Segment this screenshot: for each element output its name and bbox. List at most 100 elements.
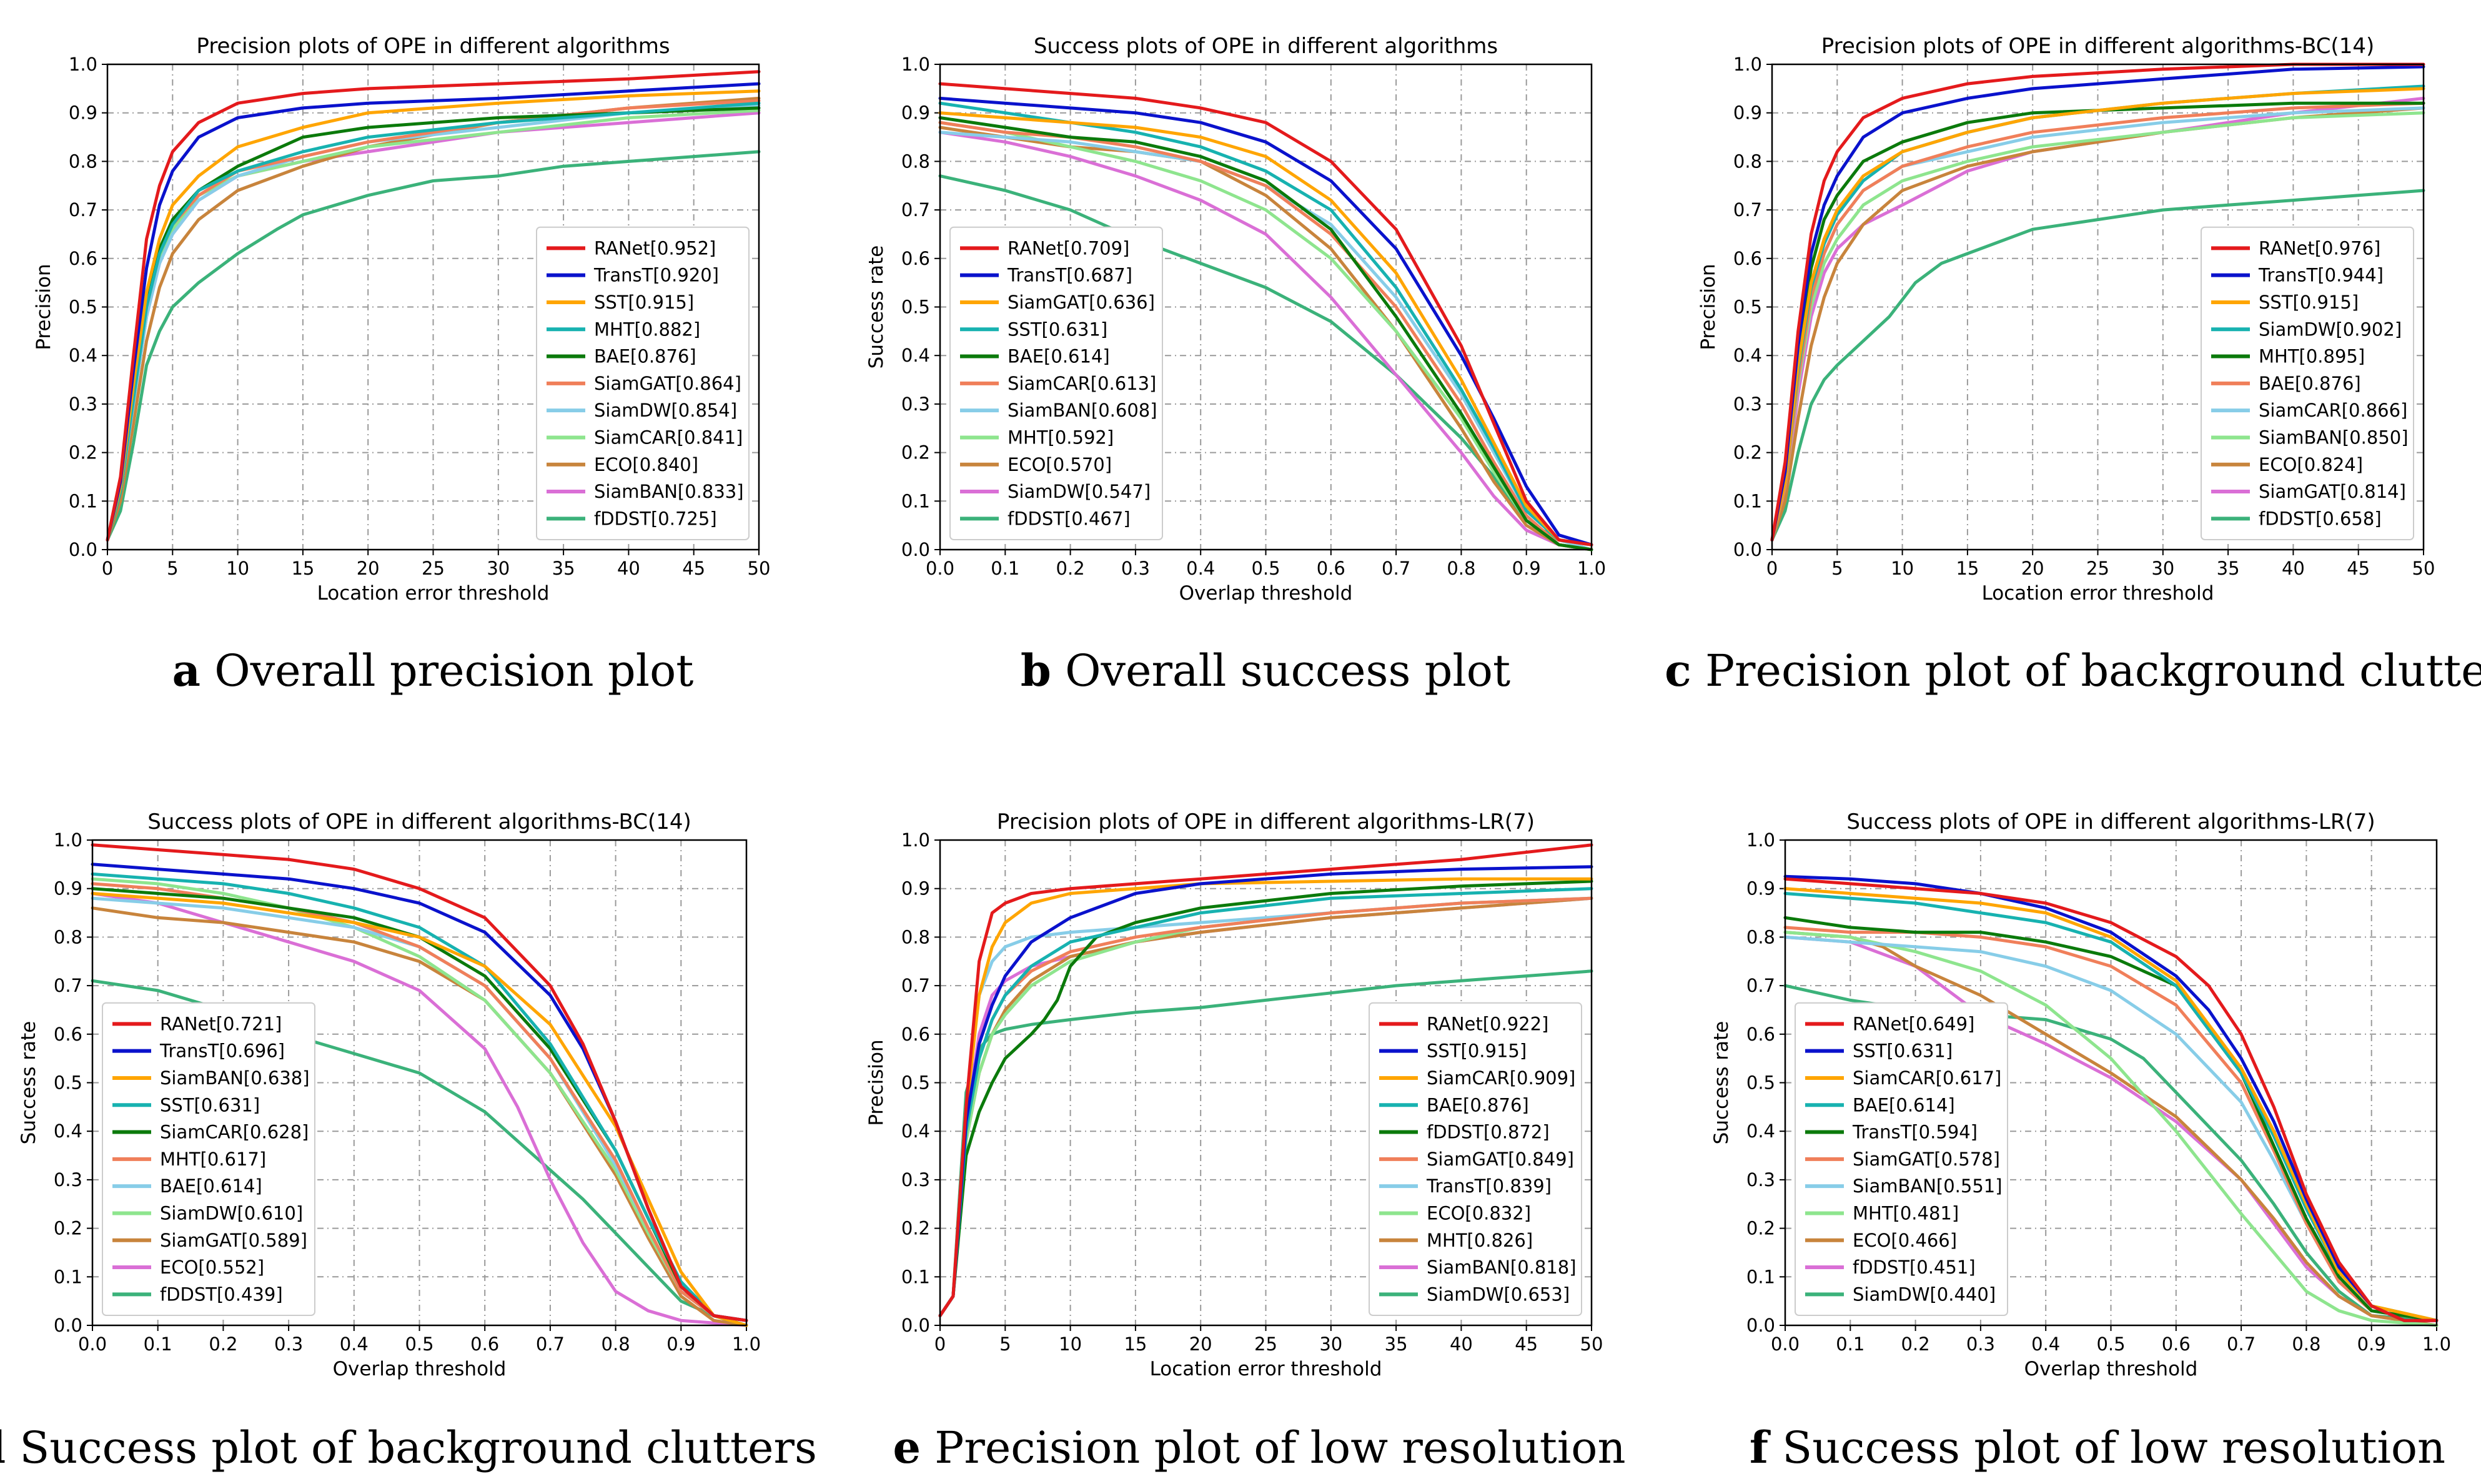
x-tick-label: 0.6 [2162, 1333, 2191, 1355]
y-tick-label: 0.0 [1746, 1315, 1775, 1336]
legend-entry: SiamGAT[0.814] [2259, 481, 2406, 502]
legend-entry: RANet[0.649] [1853, 1013, 1974, 1034]
x-axis-label: Location error threshold [1150, 1358, 1382, 1380]
chart-title: Precision plots of OPE in different algo… [997, 809, 1535, 834]
caption-text: Success plot of background clutters [6, 1422, 817, 1473]
y-tick-label: 0.8 [69, 151, 97, 172]
y-tick-label: 0.2 [901, 1218, 930, 1239]
y-tick-label: 1.0 [1746, 829, 1775, 851]
legend-entry: SiamGAT[0.589] [160, 1230, 307, 1251]
legend-entry: ECO[0.466] [1853, 1230, 1957, 1251]
y-tick-label: 0.2 [1733, 442, 1762, 463]
legend-entry: RANet[0.952] [594, 237, 716, 259]
y-tick-label: 0.5 [901, 297, 930, 318]
legend-box [2201, 226, 2414, 540]
legend-entry: SiamGAT[0.849] [1427, 1149, 1574, 1170]
chart-title: Precision plots of OPE in different algo… [1821, 34, 2374, 59]
x-tick-label: 0.8 [602, 1333, 630, 1355]
panel-caption: e Precision plot of low resolution [893, 1422, 1625, 1473]
x-tick-label: 15 [1956, 558, 1979, 579]
x-tick-label: 0.4 [340, 1333, 369, 1355]
y-tick-label: 1.0 [54, 829, 82, 851]
legend-entry: MHT[0.592] [1008, 427, 1114, 448]
series-line-ranet [91, 843, 748, 1322]
x-tick-label: 5 [1831, 558, 1843, 579]
x-tick-label: 0.2 [1056, 558, 1085, 579]
chart-title: Success plots of OPE in different algori… [1846, 809, 2375, 834]
x-tick-label: 40 [617, 558, 640, 579]
y-tick-label: 0.1 [54, 1266, 82, 1287]
series-line-fddst [106, 150, 761, 542]
legend-entry: SiamGAT[0.864] [594, 373, 741, 394]
legend-entry: BAE[0.876] [594, 346, 696, 367]
y-tick-label: 0.4 [54, 1120, 82, 1142]
y-tick-label: 0.5 [1733, 297, 1762, 318]
legend-entry: SiamBAN[0.608] [1008, 400, 1157, 421]
chart-title: Precision plots of OPE in different algo… [196, 34, 670, 59]
x-tick-label: 0.5 [1251, 558, 1280, 579]
legend-entry: TransT[0.696] [159, 1041, 285, 1062]
x-tick-label: 50 [748, 558, 771, 579]
legend-box [102, 1002, 315, 1316]
y-tick-label: 0.1 [901, 1266, 930, 1287]
panel-caption: f Success plot of low resolution [1750, 1422, 2445, 1473]
x-tick-label: 30 [2151, 558, 2174, 579]
x-tick-label: 0.0 [78, 1333, 107, 1355]
plot-frame [1784, 839, 2438, 1327]
legend-entry: TransT[0.594] [1852, 1122, 1978, 1143]
y-tick-label: 0.4 [1733, 345, 1762, 366]
legend-entry: ECO[0.840] [594, 454, 698, 475]
legend-entry: RANet[0.709] [1008, 237, 1129, 259]
y-tick-label: 0.5 [901, 1072, 930, 1094]
x-tick-label: 10 [1891, 558, 1914, 579]
legend-entry: SiamGAT[0.636] [1008, 292, 1155, 313]
y-tick-label: 0.3 [69, 393, 97, 415]
x-tick-label: 25 [422, 558, 445, 579]
y-tick-label: 0.3 [1733, 393, 1762, 415]
x-tick-label: 0 [102, 558, 113, 579]
x-tick-label: 0.3 [274, 1333, 303, 1355]
series-line-eco [91, 892, 748, 1327]
x-axis-label: Overlap threshold [333, 1358, 507, 1380]
legend-entry: fDDST[0.439] [160, 1284, 283, 1305]
legend-entry: SiamCAR[0.866] [2259, 400, 2407, 421]
plot-frame [1771, 63, 2425, 551]
x-axis-label: Location error threshold [317, 582, 550, 605]
legend-entry: fDDST[0.725] [594, 508, 717, 529]
y-tick-label: 0.7 [1733, 199, 1762, 220]
x-axis-label: Location error threshold [1982, 582, 2214, 605]
x-tick-label: 0.7 [536, 1333, 565, 1355]
legend-entry: SiamBAN[0.833] [594, 481, 744, 502]
legend-entry: SiamDW[0.854] [594, 400, 737, 421]
legend-entry: SiamDW[0.547] [1008, 481, 1151, 502]
y-tick-label: 0.0 [901, 1315, 930, 1336]
caption-text: Precision plot of background clutters [1691, 645, 2481, 696]
legend-entry: SST[0.915] [594, 292, 694, 313]
x-tick-label: 5 [167, 558, 178, 579]
chart-panel-b: Success plots of OPE in different algori… [865, 34, 1606, 696]
y-tick-label: 0.6 [54, 1024, 82, 1045]
y-tick-label: 0.3 [901, 1169, 930, 1190]
chart-panel-a: Precision plots of OPE in different algo… [32, 34, 770, 696]
y-tick-label: 0.9 [54, 878, 82, 899]
y-tick-label: 0.7 [69, 199, 97, 220]
series-line-siamgat [91, 906, 748, 1327]
x-tick-label: 1.0 [732, 1333, 761, 1355]
legend-entry: RANet[0.721] [160, 1013, 282, 1034]
y-tick-label: 0.7 [1746, 975, 1775, 996]
legend-entry: fDDST[0.451] [1853, 1257, 1976, 1278]
y-tick-label: 0.0 [69, 539, 97, 560]
y-tick-label: 0.1 [69, 490, 97, 512]
x-tick-label: 0.4 [2031, 1333, 2060, 1355]
legend-entry: ECO[0.832] [1427, 1202, 1531, 1224]
legend-entry: SiamDW[0.610] [160, 1202, 303, 1224]
y-axis-label: Precision [865, 1039, 888, 1125]
series-line-siamcar [1783, 887, 2439, 1322]
legend-entry: SiamDW[0.902] [2259, 319, 2402, 340]
x-tick-label: 0.3 [1966, 1333, 1995, 1355]
series-line-ranet [938, 843, 1593, 1317]
y-axis-label: Success rate [17, 1021, 40, 1145]
series-line-ranet [1770, 62, 2425, 542]
caption-letter: b [1021, 645, 1051, 696]
chart-title: Success plots of OPE in different algori… [147, 809, 691, 834]
